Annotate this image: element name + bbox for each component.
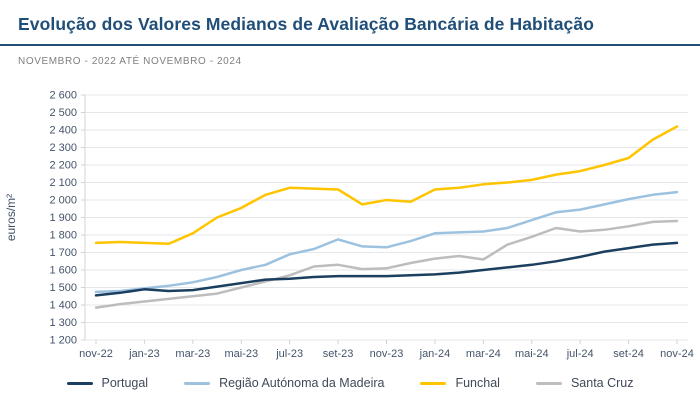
x-tick-label: jan-23 [128,348,160,360]
y-tick-label: 2 500 [49,107,77,119]
page-title: Evolução dos Valores Medianos de Avaliaç… [18,14,595,34]
y-tick-label: 1 700 [49,247,77,259]
y-tick-label: 1 300 [49,317,77,329]
series-line-portugal [94,241,679,297]
x-tick-label: set-24 [613,348,644,360]
x-tick-label: mar-24 [466,348,501,360]
y-tick-label: 2 200 [49,160,77,172]
series-line-funchal [94,125,679,246]
legend-label: Portugal [101,376,149,390]
chart-legend: Portugal Região Autónoma da Madeira Funcha… [0,376,700,390]
legend-item-santa-cruz[interactable]: Santa Cruz [535,376,634,390]
y-tick-label: 2 300 [49,142,77,154]
legend-item-regi-o-aut-noma-da-madeira[interactable]: Região Autónoma da Madeira [184,376,384,390]
x-tick-label: jan-24 [419,348,451,360]
series-line-regi-o-aut-noma-da-madeira [94,190,679,294]
legend-label: Funchal [455,376,500,390]
chart-svg: 1 200 1 300 1 400 1 500 1 600 1 700 1 800 1 900… [4,90,694,361]
y-tick-label: 2 000 [49,195,77,207]
legend-item-portugal[interactable]: Portugal [66,376,149,390]
y-tick-label: 1 800 [49,230,77,242]
y-tick-label: 1 400 [49,300,77,312]
page-subtitle: NOVEMBRO - 2022 ATÉ NOVEMBRO - 2024 [18,56,242,67]
x-tick-label: mar-23 [175,348,210,360]
legend-label: Santa Cruz [570,376,634,390]
y-tick-label: 1 600 [49,265,77,277]
y-tick-label: 2 400 [49,125,77,137]
y-tick-label: 2 600 [49,90,77,102]
chart-area: 1 200 1 300 1 400 1 500 1 600 1 700 1 800 1 900… [0,86,700,368]
legend-item-funchal[interactable]: Funchal [420,376,500,390]
x-tick-label: nov-24 [660,348,694,360]
legend-swatch [184,381,211,385]
y-tick-label: 1 900 [49,212,77,224]
x-tick-label: nov-22 [79,348,113,360]
x-tick-label: nov-23 [370,348,404,360]
y-tick-label: 1 200 [49,335,77,347]
x-tick-label: set-23 [323,348,354,360]
title-divider [0,44,700,46]
x-tick-label: mai-23 [224,348,258,360]
y-axis-title: euros/m² [4,194,18,241]
series-line-santa-cruz [94,219,679,309]
x-tick-label: jul-24 [566,348,594,360]
legend-label: Região Autónoma da Madeira [219,376,385,390]
y-tick-label: 2 100 [49,177,77,189]
legend-swatch [66,381,93,385]
y-tick-label: 1 500 [49,282,77,294]
legend-swatch [535,381,562,385]
legend-swatch [420,381,447,385]
x-tick-label: jul-23 [275,348,303,360]
x-tick-label: mai-24 [515,348,549,360]
